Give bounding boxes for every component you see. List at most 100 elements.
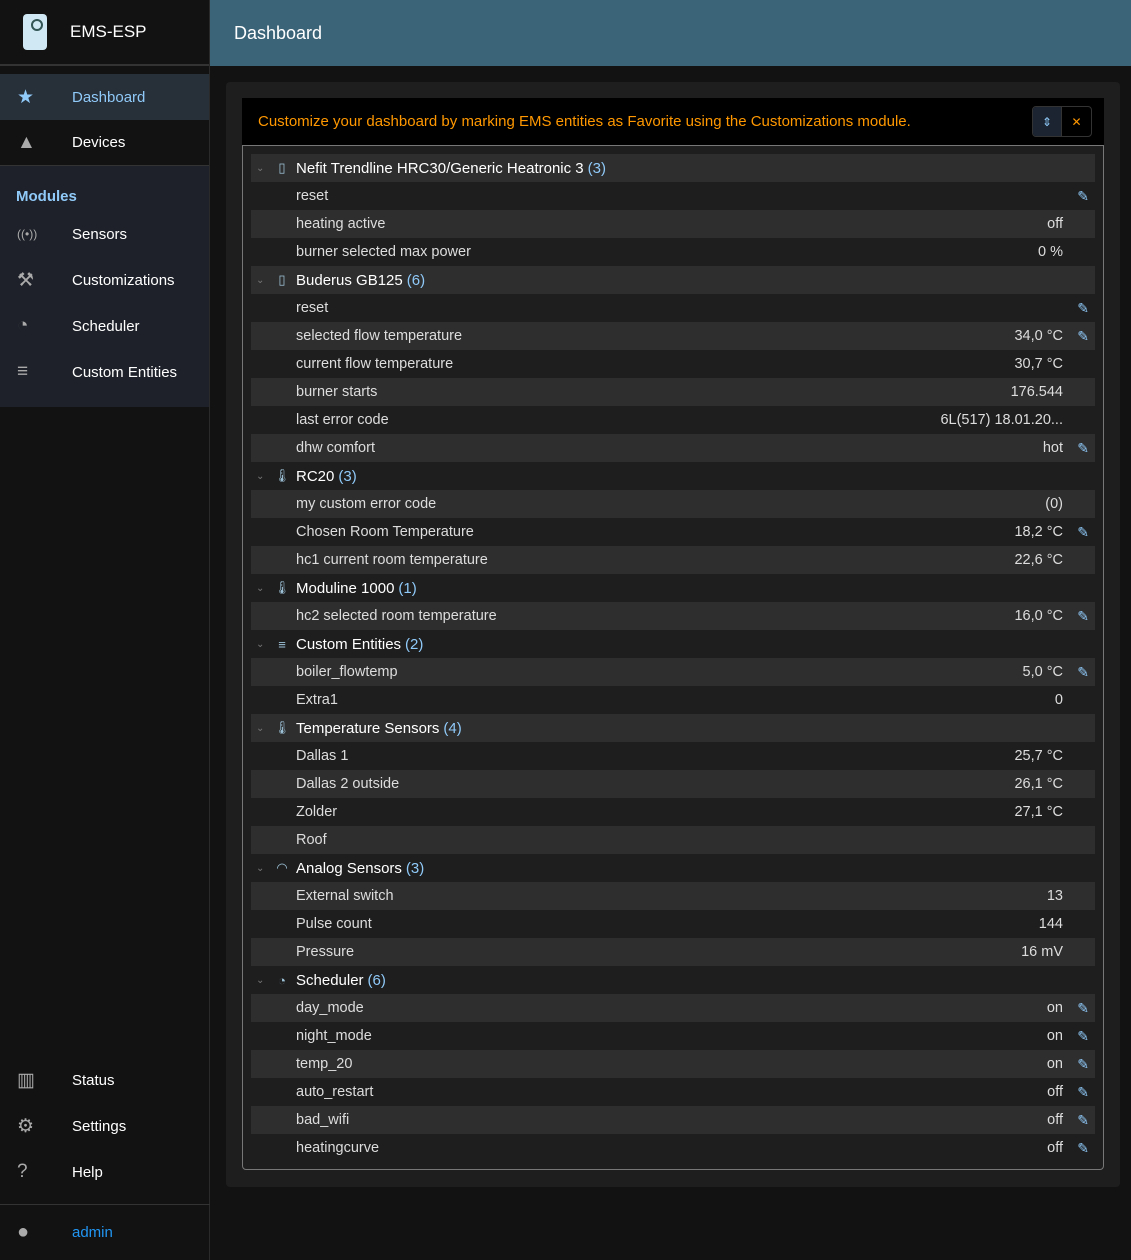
chevron-down-icon[interactable]: ⌄	[256, 274, 265, 286]
edit-icon[interactable]: ✎	[1077, 299, 1089, 316]
sidebar-item-status[interactable]: ▥ Status	[0, 1057, 210, 1103]
edit-icon[interactable]: ✎	[1077, 607, 1089, 624]
edit-icon[interactable]: ✎	[1077, 1055, 1089, 1072]
group-count: (3)	[587, 159, 606, 177]
entity-name: hc2 selected room temperature	[296, 608, 497, 624]
entity-name: Dallas 2 outside	[296, 776, 400, 792]
edit-icon[interactable]: ✎	[1077, 663, 1089, 680]
tools-icon: ⚒	[17, 269, 35, 291]
chevron-down-icon[interactable]: ⌄	[256, 470, 265, 482]
boiler-icon: ▯	[278, 160, 286, 175]
edit-icon[interactable]: ✎	[1077, 1083, 1089, 1100]
entity-value: 34,0 °C	[1014, 328, 1063, 344]
entity-name: hc1 current room temperature	[296, 552, 488, 568]
entity-value: 144	[1038, 916, 1063, 932]
entity-value: 22,6 °C	[1014, 552, 1063, 568]
group-count: (3)	[405, 859, 425, 877]
entity-name: heating active	[296, 216, 386, 232]
group-count: (4)	[443, 719, 462, 737]
user-name: admin	[72, 1224, 113, 1241]
sidebar-item-customizations[interactable]: ⚒ Customizations	[0, 257, 209, 303]
entity-row: Chosen Room Temperature 18,2 °C ✎	[251, 518, 1095, 546]
logo-icon	[23, 14, 47, 50]
chevron-down-icon[interactable]: ⌄	[256, 162, 265, 174]
entity-name: bad_wifi	[296, 1112, 350, 1128]
entity-row: last error code 6L(517) 18.01.20...	[251, 406, 1095, 434]
entity-name: heatingcurve	[296, 1140, 380, 1156]
entity-row: reset ✎	[251, 294, 1095, 322]
sidebar-item-help[interactable]: ? Help	[0, 1149, 210, 1195]
entity-value: 18,2 °C	[1014, 524, 1063, 540]
entity-row: dhw comfort hot ✎	[251, 434, 1095, 462]
label: Help	[72, 1163, 103, 1181]
page-title: Dashboard	[234, 22, 323, 43]
group-name: Moduline 1000	[296, 579, 395, 597]
edit-icon[interactable]: ✎	[1077, 187, 1089, 204]
sidebar-item-scheduler[interactable]: ◔ Scheduler	[0, 303, 209, 349]
entity-row: Roof	[251, 826, 1095, 854]
entity-name: reset	[296, 300, 329, 316]
entity-row: my custom error code (0)	[251, 490, 1095, 518]
group-row[interactable]: ⌄ 🌡 RC20 (3)	[251, 462, 1095, 490]
sidebar: EMS-ESP ★ Dashboard ▲ Devices Modules ((•)…	[0, 0, 210, 1260]
group-row[interactable]: ⌄ 🌡 Temperature Sensors (4)	[251, 714, 1095, 742]
sidebar-item-settings[interactable]: ⚙ Settings	[0, 1103, 210, 1149]
entity-value: 30,7 °C	[1014, 356, 1063, 372]
chevron-down-icon[interactable]: ⌄	[256, 638, 265, 650]
entity-name: selected flow temperature	[296, 328, 463, 344]
edit-icon[interactable]: ✎	[1077, 523, 1089, 540]
group-row[interactable]: ⌄ 🌡 Moduline 1000 (1)	[251, 574, 1095, 602]
entity-row: hc1 current room temperature 22,6 °C	[251, 546, 1095, 574]
user-account[interactable]: ● admin	[0, 1204, 210, 1260]
chevron-down-icon[interactable]: ⌄	[256, 582, 265, 594]
info-text: Customize your dashboard by marking EMS …	[258, 113, 911, 130]
entity-row: reset ✎	[251, 182, 1095, 210]
group-row[interactable]: ⌄ ≡ Custom Entities (2)	[251, 630, 1095, 658]
group-row[interactable]: ⌄ ▯ Buderus GB125 (6)	[251, 266, 1095, 294]
more-time-icon: ◔	[278, 972, 286, 988]
sidebar-item-dashboard[interactable]: ★ Dashboard	[0, 74, 209, 120]
group-name: Custom Entities	[296, 635, 402, 653]
group-name: Analog Sensors	[296, 859, 402, 877]
group-row[interactable]: ⌄ ▯ Nefit Trendline HRC30/Generic Heatroni…	[251, 154, 1095, 182]
label: Status	[72, 1071, 115, 1089]
sidebar-item-devices[interactable]: ▲ Devices	[0, 120, 209, 166]
entity-value: 16,0 °C	[1014, 608, 1063, 624]
edit-icon[interactable]: ✎	[1077, 1139, 1089, 1156]
entity-name: my custom error code	[296, 496, 437, 512]
app-bar: Dashboard	[210, 0, 1131, 66]
modules-section: Modules ((•)) Sensors ⚒ Customizations ◔ Sc…	[0, 166, 209, 407]
account-icon: ●	[17, 1221, 30, 1243]
edit-icon[interactable]: ✎	[1077, 1111, 1089, 1128]
chevron-down-icon[interactable]: ⌄	[256, 862, 265, 874]
entity-value: 27,1 °C	[1014, 804, 1063, 820]
sidebar-item-sensors[interactable]: ((•)) Sensors	[0, 211, 209, 257]
edit-icon[interactable]: ✎	[1077, 439, 1089, 456]
entity-value: on	[1046, 1056, 1063, 1072]
entity-name: night_mode	[296, 1028, 372, 1044]
expand-all-button[interactable]: ⇕	[1033, 107, 1062, 136]
thermostat-icon: 🌡	[273, 468, 291, 483]
group-name: Buderus GB125	[296, 271, 403, 289]
edit-icon[interactable]: ✎	[1077, 1027, 1089, 1044]
entity-name: Pulse count	[296, 916, 372, 932]
group-row[interactable]: ⌄ ◠ Analog Sensors (3)	[251, 854, 1095, 882]
collapse-all-button[interactable]: ✕	[1071, 114, 1082, 129]
entity-row: hc2 selected room temperature 16,0 °C ✎	[251, 602, 1095, 630]
edit-icon[interactable]: ✎	[1077, 327, 1089, 344]
entity-value: 0 %	[1038, 244, 1063, 260]
chevron-down-icon[interactable]: ⌄	[256, 722, 265, 734]
entity-row: External switch 13	[251, 882, 1095, 910]
entity-row: burner starts 176.544	[251, 378, 1095, 406]
edit-icon[interactable]: ✎	[1077, 999, 1089, 1016]
sidebar-item-custom-entities[interactable]: ≡ Custom Entities	[0, 349, 209, 395]
entity-name: day_mode	[296, 1000, 364, 1016]
group-row[interactable]: ⌄ ◔ Scheduler (6)	[251, 966, 1095, 994]
entity-value: on	[1046, 1000, 1063, 1016]
entity-row: Pulse count 144	[251, 910, 1095, 938]
entity-name: boiler_flowtemp	[296, 664, 398, 680]
group-count: (6)	[367, 971, 386, 989]
entity-value: 6L(517) 18.01.20...	[940, 412, 1063, 428]
chevron-down-icon[interactable]: ⌄	[256, 974, 265, 986]
brand: EMS-ESP	[0, 0, 209, 66]
